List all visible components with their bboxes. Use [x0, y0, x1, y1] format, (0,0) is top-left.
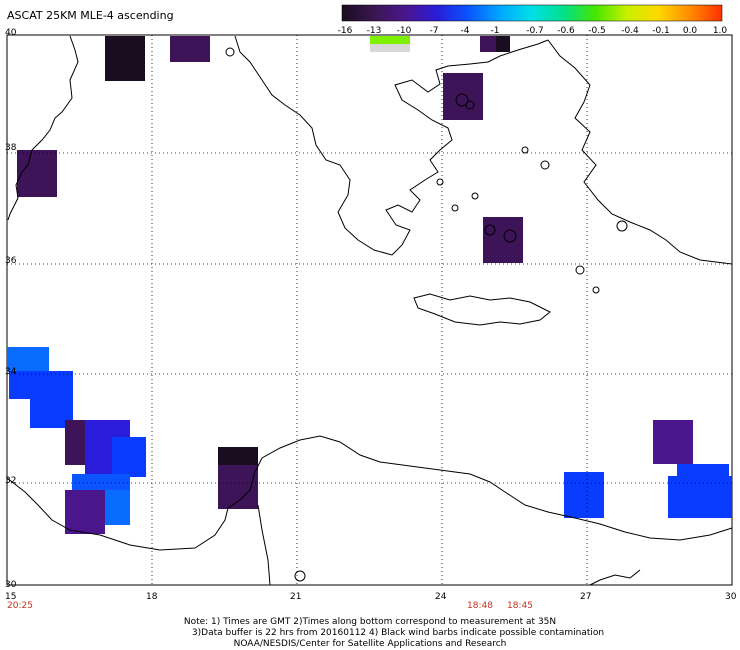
- colorbar-label: -0.4: [621, 26, 639, 36]
- data-cell: [218, 447, 258, 465]
- data-cell: [105, 490, 130, 525]
- island: [575, 265, 585, 275]
- x-tick-label: 15: [5, 592, 17, 602]
- data-cell: [496, 36, 510, 52]
- time-left: 20:25: [7, 601, 33, 611]
- lat-lon-grid: [7, 35, 732, 585]
- data-cell: [65, 420, 85, 465]
- time-right-a: 18:48: [467, 601, 493, 611]
- data-cell: [653, 420, 693, 464]
- data-cell: [105, 36, 145, 81]
- data-cell: [112, 437, 146, 477]
- colorbar-label: -16: [337, 26, 353, 36]
- data-cell: [677, 464, 729, 478]
- x-tick-label: 24: [435, 592, 447, 602]
- map-frame: [6, 34, 733, 586]
- colorbar-label: -0.1: [652, 26, 670, 36]
- colorbar-label: -4: [460, 26, 470, 36]
- data-cell: [72, 474, 130, 492]
- data-cell: [17, 150, 57, 197]
- colorbar: [341, 4, 723, 22]
- y-tick-label: 30: [5, 580, 17, 590]
- x-tick-label: 21: [290, 592, 302, 602]
- y-tick-label: 36: [5, 256, 17, 266]
- colorbar-label: -10: [396, 26, 412, 36]
- islands: [225, 47, 628, 582]
- colorbar-label: -7: [429, 26, 439, 36]
- italy-coast: [7, 35, 79, 221]
- colorbar-label: 0.0: [682, 26, 698, 36]
- island: [436, 178, 444, 186]
- data-cell: [668, 476, 732, 518]
- island: [465, 100, 475, 110]
- island: [540, 160, 550, 170]
- egypt-coast: [589, 569, 641, 586]
- island: [484, 224, 496, 236]
- island: [592, 286, 600, 294]
- island: [455, 93, 469, 107]
- turkey-coast: [547, 39, 733, 265]
- time-right-b: 18:45: [507, 601, 533, 611]
- island: [616, 220, 628, 232]
- data-cell: [443, 73, 483, 120]
- greece-coast: [234, 35, 549, 256]
- notes-line-2: 3)Data buffer is 22 hrs from 20160112 4)…: [191, 628, 605, 638]
- data-cell: [170, 36, 210, 62]
- y-tick-label: 40: [5, 28, 17, 38]
- colorbar-label: -1: [490, 26, 500, 36]
- y-tick-label: 38: [5, 143, 17, 153]
- notes-line-1: Note: 1) Times are GMT 2)Times along bot…: [183, 617, 557, 627]
- data-cell: [9, 371, 73, 399]
- colorbar-label: -13: [366, 26, 382, 36]
- island: [503, 229, 517, 243]
- colorbar-gradient: [341, 4, 723, 22]
- coastlines: [6, 35, 733, 586]
- data-cell: [218, 465, 258, 509]
- africa-coast: [6, 435, 733, 551]
- data-cell: [370, 44, 410, 52]
- island: [451, 204, 459, 212]
- colorbar-label: -0.6: [557, 26, 575, 36]
- y-tick-label: 34: [5, 367, 17, 377]
- data-cells: [7, 36, 732, 534]
- colorbar-label: 1.0: [712, 26, 728, 36]
- x-tick-label: 30: [725, 592, 737, 602]
- data-cell: [7, 347, 49, 372]
- crete-coast: [413, 293, 551, 326]
- x-tick-label: 27: [580, 592, 592, 602]
- data-cell: [483, 217, 523, 263]
- island: [225, 47, 235, 57]
- colorbar-label: -0.7: [526, 26, 544, 36]
- map-title: ASCAT 25KM MLE-4 ascending: [7, 9, 174, 22]
- island: [521, 146, 529, 154]
- libya-inner-coast: [257, 504, 271, 586]
- data-cell: [65, 490, 105, 534]
- data-cell: [564, 472, 604, 518]
- island: [471, 192, 479, 200]
- island: [294, 570, 306, 582]
- colorbar-label: -0.5: [588, 26, 606, 36]
- data-cell: [370, 36, 410, 44]
- y-tick-label: 32: [5, 476, 17, 486]
- x-tick-label: 18: [146, 592, 158, 602]
- notes-line-3: NOAA/NESDIS/Center for Satellite Applica…: [233, 639, 507, 649]
